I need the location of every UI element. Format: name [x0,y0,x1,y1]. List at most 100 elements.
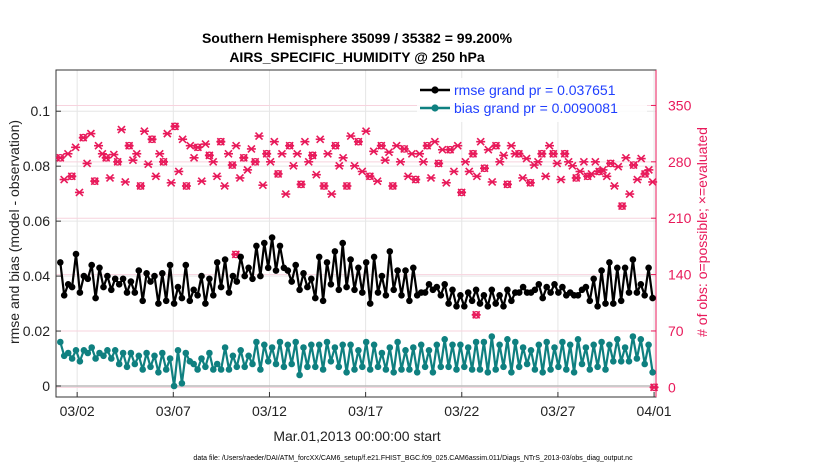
obs-point [346,131,356,141]
obs-possible-mark [388,182,397,190]
obs-possible-mark [549,149,558,158]
bias-point [300,344,307,351]
rmse-point [606,259,613,266]
rmse-point [610,300,617,307]
data-file-footer: data file: /Users/raeder/DAI/ATM_forcXX/… [193,455,633,462]
rmse-point [245,264,252,272]
obs-point [254,131,264,141]
bias-point [143,349,150,357]
obs-point [499,151,509,160]
bias-point [476,366,484,373]
bias-point [292,338,300,346]
bias-point [402,347,409,354]
obs-point [342,181,352,191]
obs-point [147,135,157,144]
obs-point [415,149,425,158]
rmse-point [370,253,378,261]
obs-point [273,169,283,178]
obs-point [598,165,608,174]
rmse-point [402,267,409,274]
rmse-point [339,239,347,247]
bias-point [602,366,609,373]
bias-point [523,360,531,368]
obs-point [204,151,214,160]
rmse-point [300,270,307,277]
y-left-tick-label: 0.06 [23,213,50,229]
bias-point [633,355,641,362]
rmse-point [378,272,386,280]
bias-point [127,349,135,357]
bias-point [84,349,92,357]
obs-point [399,144,409,153]
bias-point [617,358,625,365]
bias-point [151,352,158,360]
obs-point [82,159,92,168]
bias-point [641,360,648,368]
bias-point [347,341,354,349]
obs-point [487,177,497,187]
rmse-point [614,264,621,272]
rmse-point [484,303,492,310]
bias-point [249,360,256,368]
rmse-point [441,281,449,288]
bias-point [229,352,237,360]
rmse-point [155,300,162,307]
rmse-point [437,292,445,299]
bias-point [241,363,248,371]
rmse-point [468,297,476,305]
bias-point [574,336,582,343]
obs-point [308,151,318,160]
bias-point [382,366,390,373]
rmse-point [649,294,656,302]
obs-point [311,170,321,179]
rmse-point [319,297,327,305]
obs-point [159,157,169,166]
y-axis-label-left: rmse and bias (model - observation) [6,120,22,344]
rmse-point [233,278,241,285]
rmse-point [590,275,597,283]
obs-point [101,153,111,162]
rmse-point [151,272,158,280]
bias-point [335,363,343,371]
obs-possible-mark [629,161,638,169]
rmse-point [174,283,182,291]
rmse-point [194,292,201,299]
obs-point [636,154,646,163]
bias-point [433,341,441,349]
obs-possible-mark [641,170,649,178]
bias-point [457,341,464,349]
bias-point [362,338,370,346]
obs-point [632,175,642,184]
obs-point [506,141,516,150]
obs-point [525,178,535,187]
rmse-point [315,253,323,261]
bias-point [374,363,382,371]
obs-point [407,149,417,158]
obs-possible-mark [171,122,179,131]
legend-bias-label: bias grand pr = 0.0090081 [454,100,618,116]
rmse-point [645,264,652,272]
obs-point [649,383,659,392]
y-right-tick-label: 350 [668,97,692,113]
obs-point [468,149,478,158]
rmse-point [504,286,511,294]
y-right-tick-label: 0 [668,379,676,395]
obs-point [567,161,577,170]
obs-point [109,150,119,159]
bias-point [115,360,123,368]
bias-point [359,363,366,371]
rmse-point [602,300,609,307]
obs-point [571,173,581,182]
rmse-point [225,289,233,296]
rmse-point [92,294,99,302]
bias-point [559,338,566,346]
legend-rmse-marker [431,86,439,94]
obs-point [246,144,256,153]
bias-point [190,360,197,368]
obs-point [418,157,428,166]
bias-point [155,369,162,376]
obs-point [373,177,383,186]
bias-point [421,363,429,371]
rmse-point [500,303,507,310]
bias-point [312,363,319,371]
